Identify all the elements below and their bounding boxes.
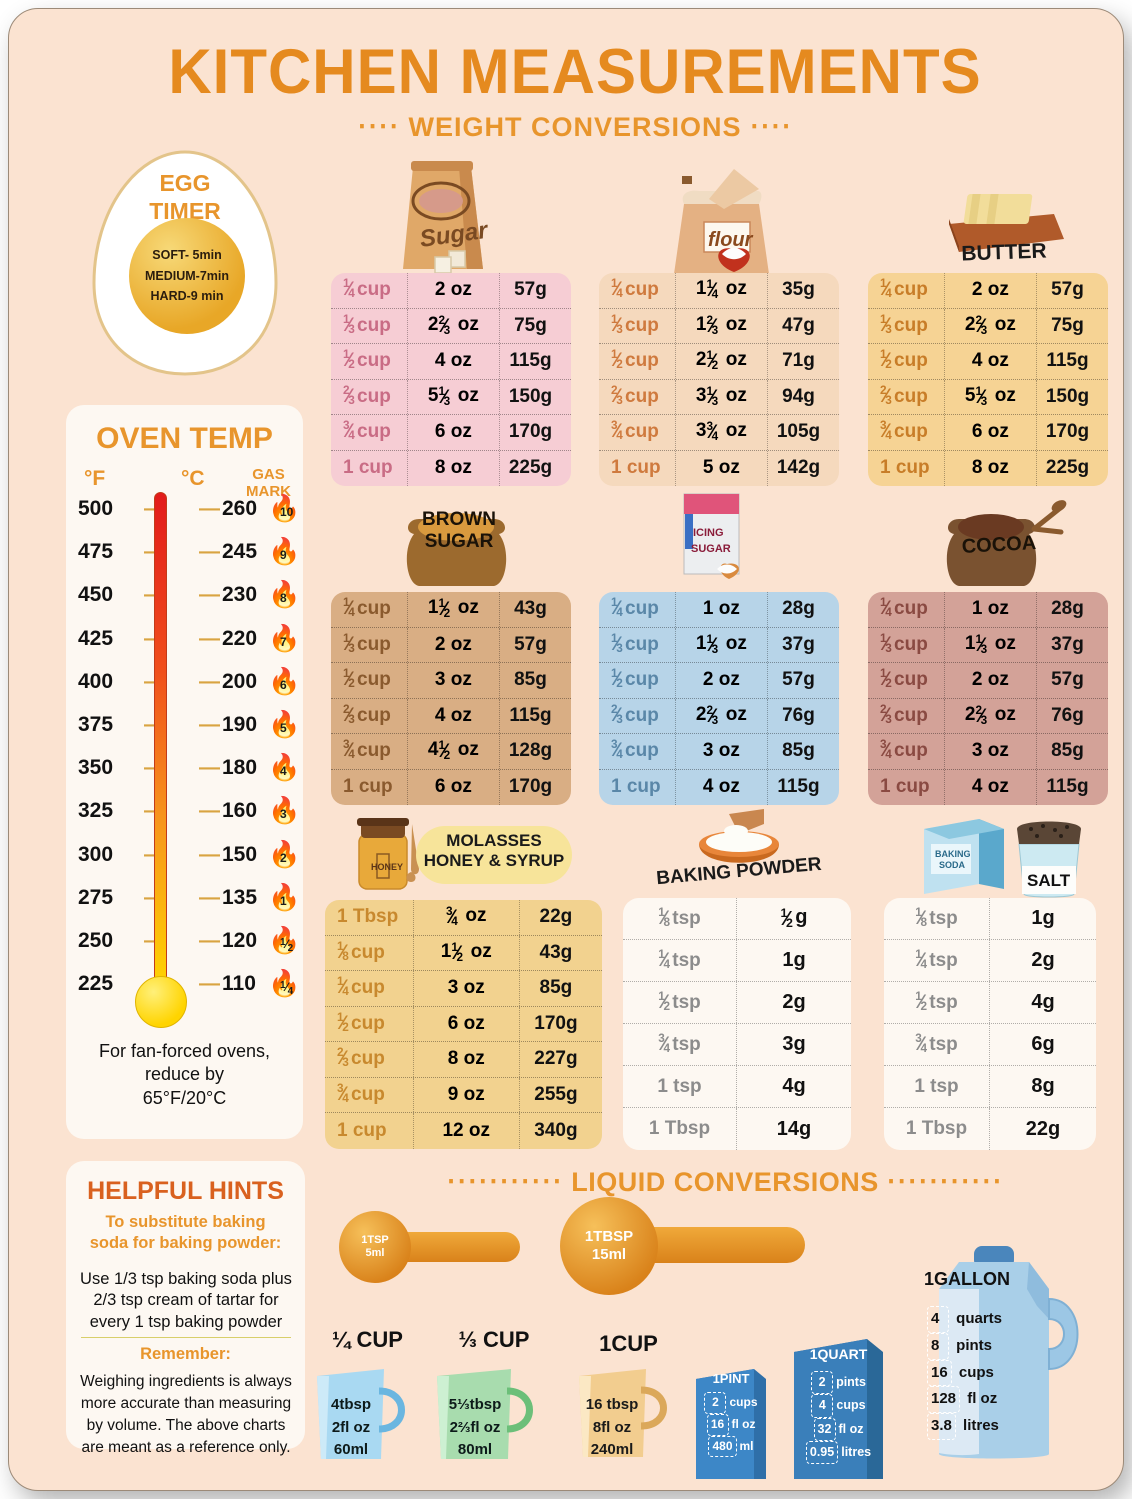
svg-text:SODA: SODA	[939, 860, 966, 870]
svg-text:ICING: ICING	[693, 527, 724, 539]
svg-text:HONEY: HONEY	[371, 862, 403, 872]
svg-text:SUGAR: SUGAR	[691, 543, 731, 555]
svg-text:flour: flour	[708, 229, 754, 251]
svg-text:BAKING: BAKING	[935, 849, 971, 859]
svg-text:SALT: SALT	[1027, 871, 1071, 890]
